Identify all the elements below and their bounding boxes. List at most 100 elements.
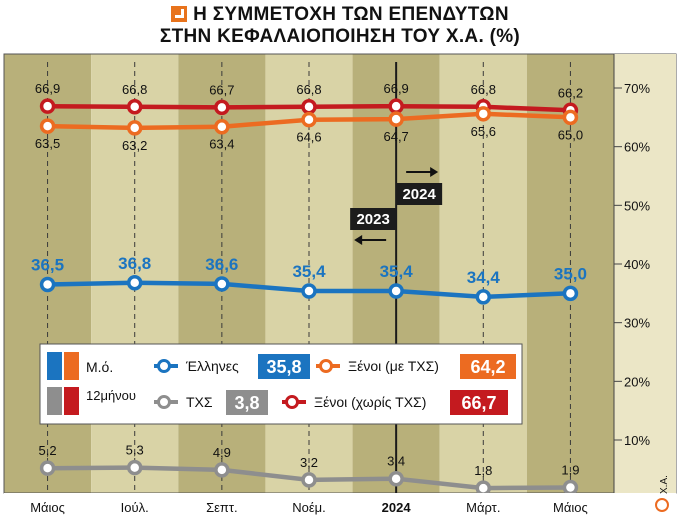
data-label-greeks: 35,0 [554,264,587,283]
data-label-foreign_no_tx: 66,8 [471,82,496,97]
data-point-greeks [562,285,579,302]
legend-item-greeks: Έλληνες 35,8 [154,354,310,379]
legend-label: ΤΧΣ [186,394,213,410]
data-point-foreign_tx [126,120,143,136]
legend-12m-label: 12μήνου [86,388,136,403]
x-tick-label: Ιούλ. [121,500,149,515]
data-point-foreign_tx [214,118,230,135]
data-label-foreign_tx: 63,4 [209,137,234,152]
data-point-foreign_tx [475,106,492,122]
y-tick-label: 20% [624,374,650,389]
data-label-greeks: 35,4 [292,262,326,281]
data-point-greeks [126,275,143,291]
data-point-tx [475,480,492,496]
data-label-greeks: 36,8 [118,254,151,273]
legend-label: Ξένοι (με ΤΧΣ) [348,358,439,374]
source-label: Χ.Α. [659,475,670,494]
data-label-foreign_tx: 65,6 [471,124,496,139]
legend-value: 3,8 [234,393,259,413]
data-point-tx [39,460,56,476]
data-point-foreign_tx [39,118,56,134]
data-point-foreign_tx [388,111,404,127]
legend-point-marker [285,395,299,409]
legend-value: 35,8 [266,357,301,377]
data-label-foreign_no_tx: 66,9 [383,81,408,96]
data-point-foreign_no_tx [214,99,230,116]
data-label-foreign_no_tx: 66,7 [209,82,234,97]
data-label-foreign_tx: 63,2 [122,138,147,153]
data-point-foreign_no_tx [388,98,404,114]
x-axis-ticks: Μάιος Ιούλ. Σεπτ. Νοέμ. 2024 Μάρτ. Μάιος [4,493,676,523]
x-tick-label: 2024 [382,500,412,515]
data-point-greeks [214,276,230,292]
data-point-tx [388,470,404,487]
data-label-foreign_tx: 64,6 [296,130,321,145]
legend-value: 64,2 [470,357,505,377]
legend-item-foreign_no_tx: Ξένοι (χωρίς ΤΧΣ) 66,7 [282,390,508,415]
data-label-foreign_tx: 63,5 [35,136,60,151]
data-point-tx [562,479,579,496]
y-tick-label: 70% [624,81,650,96]
data-point-tx [301,472,317,488]
legend-item-foreign_tx: Ξένοι (με ΤΧΣ) 64,2 [316,354,516,379]
legend-ma-label: Μ.ό. [86,359,113,375]
arrow-right-icon [406,167,439,177]
x-tick-label: Νοέμ. [292,500,326,515]
series-labels: 66,9 66,8 66,7 66,8 66,9 66,8 66,2 63,5 63,2 63,4… [31,81,587,478]
title-line-1: Η ΣΥΜΜΕΤΟΧΗ ΤΩΝ ΕΠΕΝΔΥΤΩΝ [0,4,680,26]
data-point-tx [126,459,143,476]
x-tick-label: Σεπτ. [206,500,238,515]
data-point-greeks [39,276,56,293]
source-icon [655,498,669,512]
data-label-greeks: 34,4 [467,268,501,287]
y-tick-label: 50% [624,198,650,213]
legend-point-marker [319,359,333,373]
year-marker: 2024 2023 [350,167,443,245]
data-label-tx: 1,8 [474,463,492,478]
data-label-foreign_tx: 65,0 [558,127,583,142]
data-label-greeks: 35,4 [380,262,414,281]
legend-point-marker [157,359,171,373]
data-point-foreign_tx [562,109,579,126]
y-axis-ticks: 10% 20% 30% 40% 50% 60% 70% [614,81,650,448]
legend-value-box [258,354,310,379]
legend-label: Ξένοι (χωρίς ΤΧΣ) [314,394,426,410]
legend-swatch-12m-foreign [64,387,79,415]
legend: Μ.ό. 12μήνου Έλληνες 35,8 Ξένοι (με ΤΧΣ) 64,2… [39,343,523,425]
data-label-foreign_tx: 64,7 [383,129,408,144]
year-2023-box [350,208,397,230]
data-point-tx [214,462,230,478]
data-point-greeks [388,283,404,299]
x-tick-label: Μάιος [30,500,65,515]
chart-title: Η ΣΥΜΜΕΤΟΧΗ ΤΩΝ ΕΠΕΝΔΥΤΩΝ ΣΤΗΝ ΚΕΦΑΛΑΙΟΠ… [0,0,680,50]
data-label-tx: 1,9 [561,463,579,478]
legend-value-box [450,390,508,415]
legend-point-marker [157,395,171,409]
legend-value-box [460,354,516,379]
data-label-foreign_no_tx: 66,8 [296,82,321,97]
year-2024-label: 2024 [402,186,436,203]
legend-swatch-ma-greeks [47,352,62,380]
x-tick-label: Μάιος [553,500,588,515]
data-label-tx: 3,2 [300,455,318,470]
legend-swatch-ma-foreign [64,352,79,380]
series-points [39,98,579,496]
data-label-tx: 5,3 [126,443,144,458]
y-tick-label: 30% [624,316,650,331]
year-2023-label: 2023 [356,211,389,228]
source-credit: Χ.Α. [655,475,670,512]
data-label-tx: 3,4 [387,454,405,469]
year-2024-box [396,183,443,205]
data-point-greeks [475,289,492,305]
data-point-greeks [301,283,317,299]
title-arrow-icon [171,6,188,22]
title-line-1-text: Η ΣΥΜΜΕΤΟΧΗ ΤΩΝ ΕΠΕΝΔΥΤΩΝ [193,4,509,25]
y-tick-label: 40% [624,257,650,272]
arrow-left-icon [354,235,387,245]
y-tick-label: 10% [624,433,650,448]
data-label-foreign_no_tx: 66,2 [558,85,583,100]
data-label-greeks: 36,6 [205,255,238,274]
x-axis-bg [4,493,676,523]
data-point-foreign_no_tx [126,99,143,115]
